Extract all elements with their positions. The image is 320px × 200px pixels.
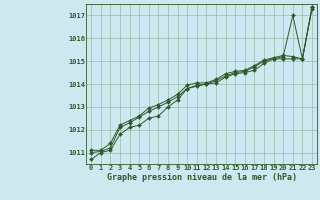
X-axis label: Graphe pression niveau de la mer (hPa): Graphe pression niveau de la mer (hPa): [107, 173, 297, 182]
